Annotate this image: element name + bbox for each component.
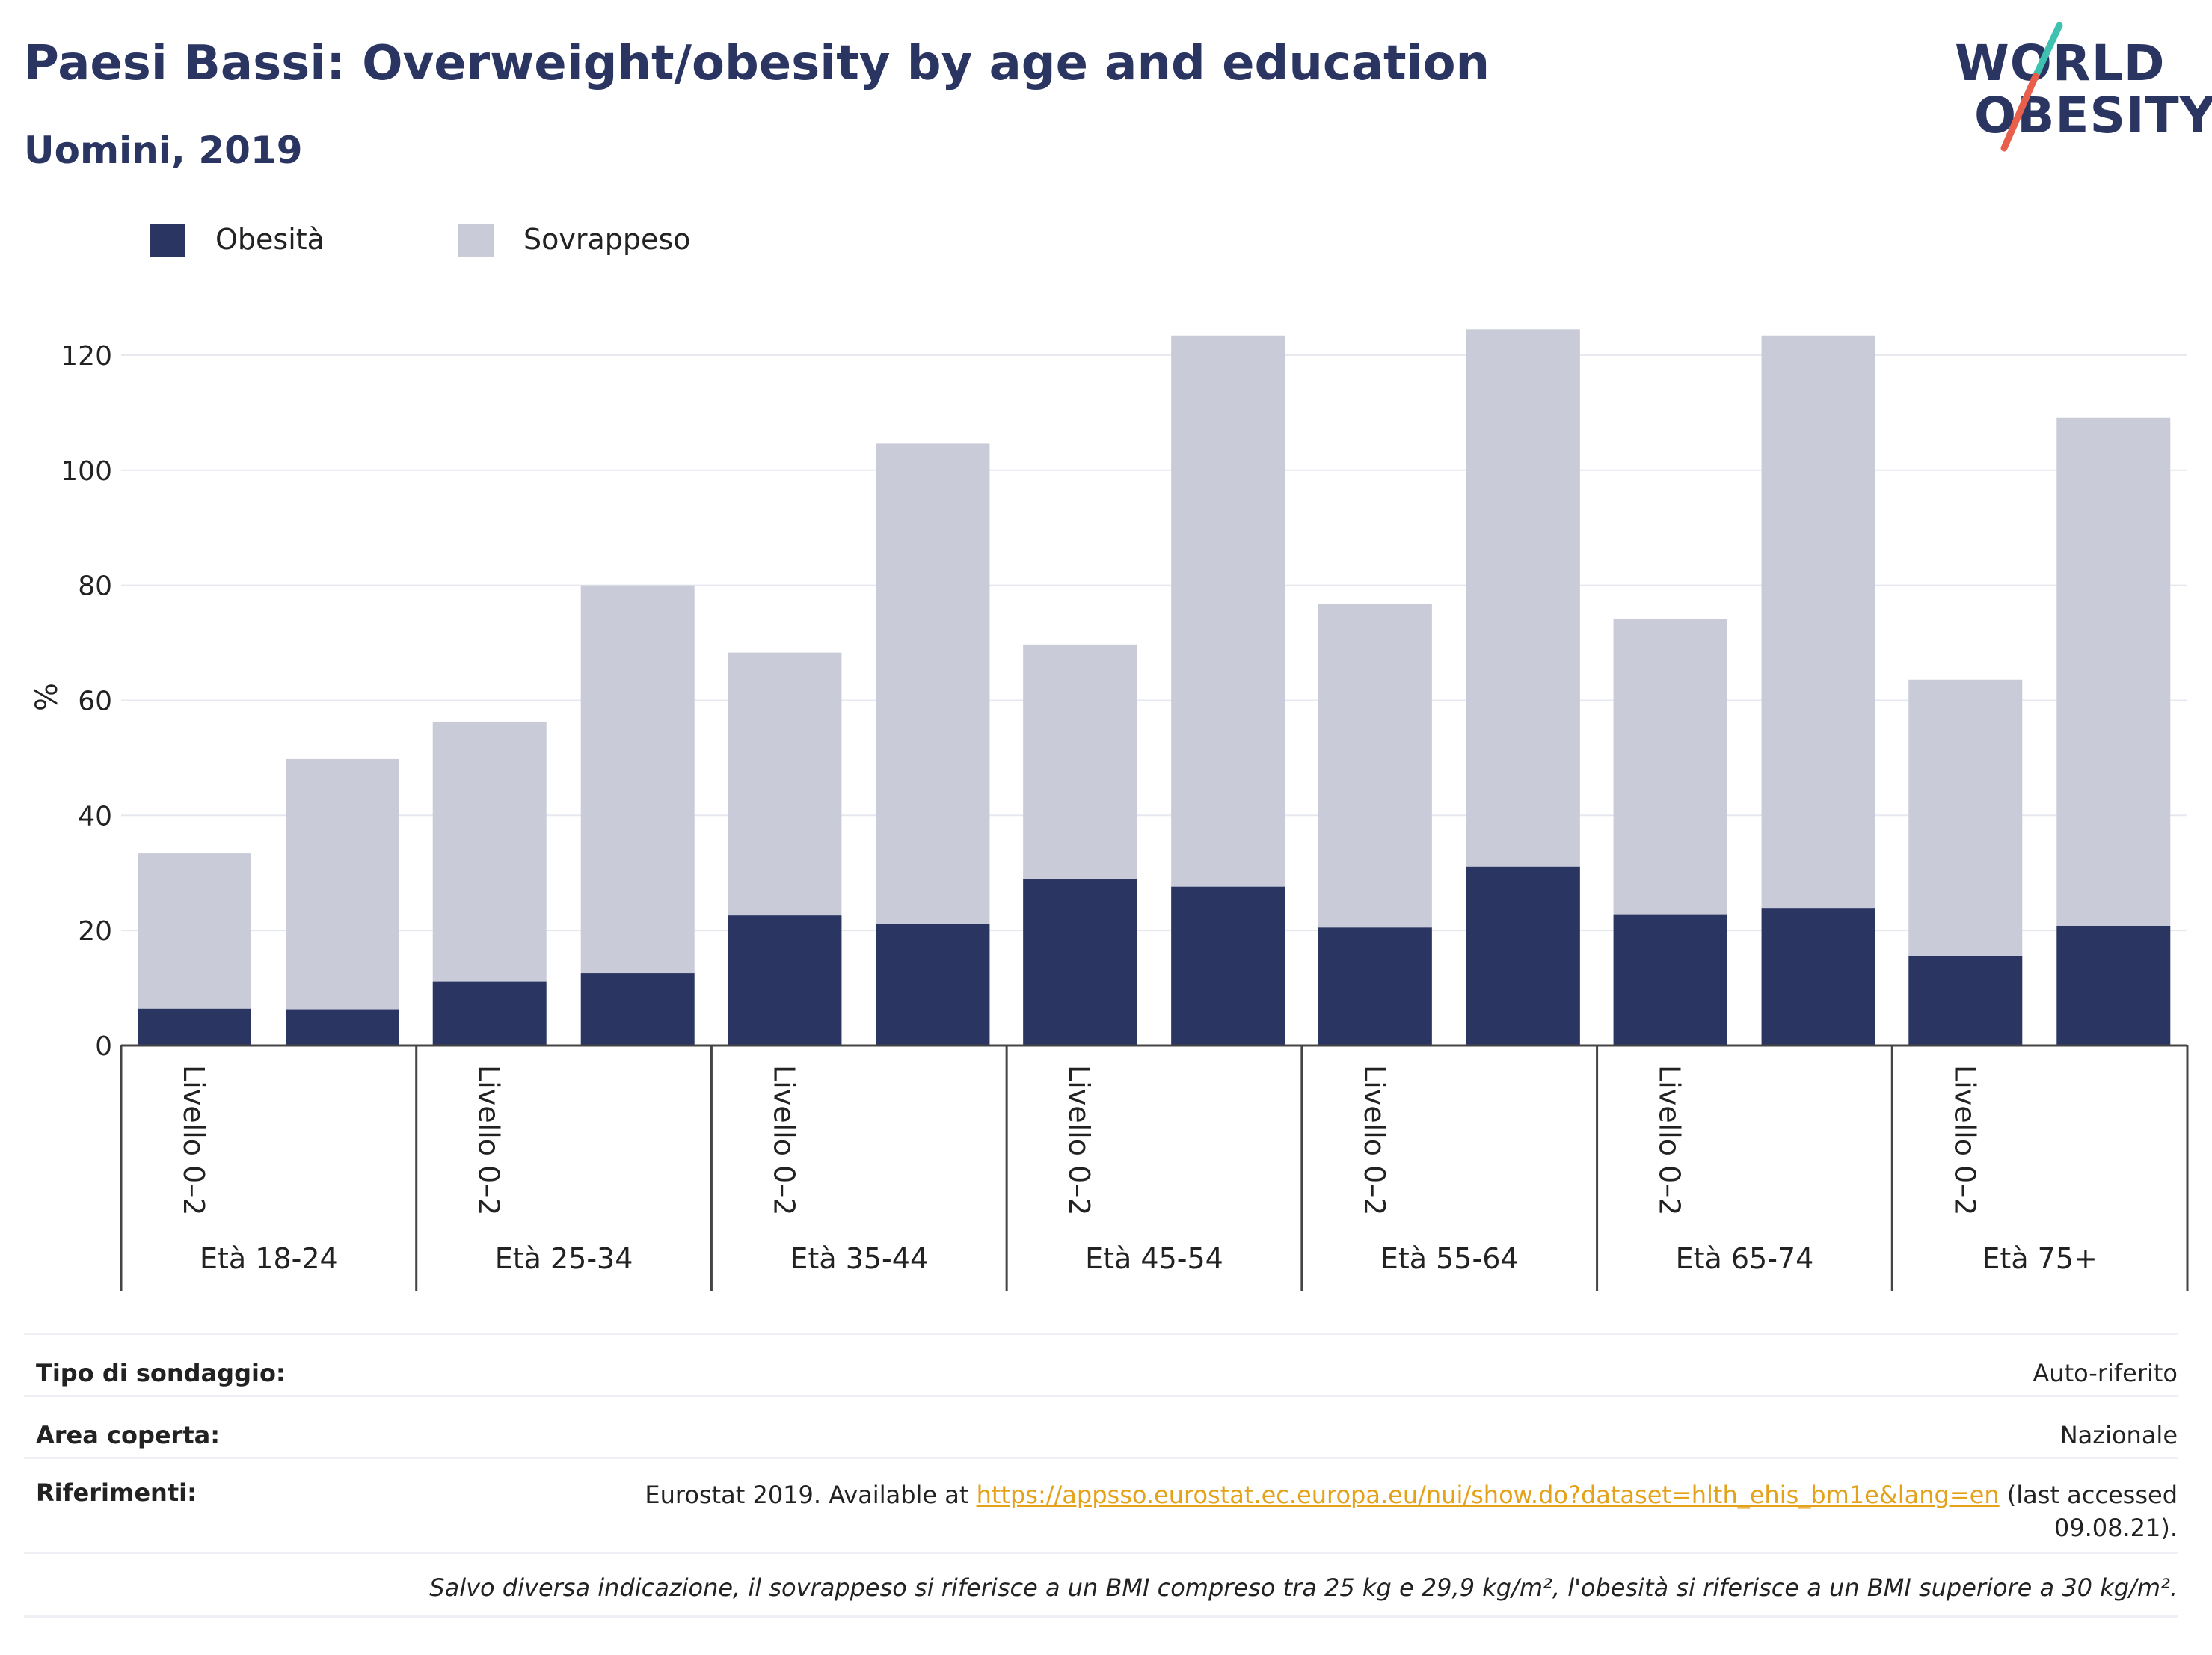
bar-obesita — [1171, 886, 1285, 1045]
bar-label: Livello 0–2 — [473, 1065, 506, 1215]
bar-obesita — [580, 973, 695, 1045]
y-tick-label: 20 — [78, 916, 112, 947]
bar-obesita — [1318, 927, 1432, 1045]
info-row-references: Riferimenti: Eurostat 2019. Available at… — [24, 1457, 2178, 1552]
definition-note: Salvo diversa indicazione, il sovrappeso… — [429, 1573, 2178, 1602]
bar-obesita — [1761, 908, 1875, 1045]
bar-label: Livello 0–2 — [1358, 1065, 1391, 1215]
info-label-survey-type: Tipo di sondaggio: — [36, 1359, 286, 1387]
bar-sovrappeso — [1171, 335, 1285, 887]
legend-label-sovrappeso: Sovrappeso — [523, 223, 691, 256]
y-tick-label: 60 — [78, 686, 112, 716]
info-label-area: Area coperta: — [36, 1421, 221, 1449]
bar-label: Livello 0–2 — [1653, 1065, 1686, 1215]
reference-link[interactable]: https://appsso.eurostat.ec.europa.eu/nui… — [976, 1481, 2000, 1509]
bar-sovrappeso — [286, 758, 399, 1010]
info-value-references: Eurostat 2019. Available at https://apps… — [645, 1479, 2178, 1544]
bar-obesita — [138, 1008, 251, 1045]
bar-sovrappeso — [1466, 329, 1580, 867]
x-group-label: Età 55-64 — [1380, 1242, 1519, 1275]
bar-label: Livello 0–2 — [1948, 1065, 1981, 1215]
bar-obesita — [876, 924, 990, 1045]
y-tick-label: 40 — [78, 801, 112, 832]
info-table: Tipo di sondaggio: Auto-riferito Area co… — [24, 1333, 2178, 1618]
bar-sovrappeso — [1023, 644, 1137, 879]
bar-sovrappeso — [432, 721, 547, 982]
reference-prefix: Eurostat 2019. Available at — [645, 1481, 977, 1509]
bar-obesita — [1023, 879, 1137, 1045]
bar-obesita — [1466, 866, 1580, 1045]
bar-obesita — [432, 981, 547, 1045]
chart-title: Paesi Bassi: Overweight/obesity by age a… — [24, 36, 1490, 91]
bar-obesita — [1908, 956, 2023, 1045]
chart-subtitle: Uomini, 2019 — [24, 129, 303, 172]
y-tick-label: 100 — [61, 456, 112, 487]
bar-label: Livello 0–2 — [177, 1065, 210, 1215]
logo-line-2: OBESITY — [1974, 87, 2212, 144]
bar-sovrappeso — [1908, 679, 2023, 956]
info-row-area: Area coperta: Nazionale — [24, 1395, 2178, 1457]
bar-sovrappeso — [876, 443, 990, 924]
bar-sovrappeso — [728, 652, 842, 916]
logo-line-1: WORLD — [1955, 34, 2166, 92]
legend-swatch-sovrappeso — [458, 224, 494, 257]
bar-label: Livello 0–2 — [767, 1065, 800, 1215]
y-tick-label: 80 — [78, 571, 112, 602]
x-group-label: Età 75+ — [1982, 1242, 2097, 1275]
bar-sovrappeso — [1761, 335, 1875, 909]
bar-obesita — [286, 1009, 399, 1045]
reference-suffix-2: 09.08.21). — [2053, 1514, 2178, 1542]
info-value-area: Nazionale — [2059, 1421, 2178, 1449]
x-group-label: Età 25-34 — [495, 1242, 633, 1275]
stacked-bar-chart: 0 20 40 60 80 100 120% Livello 0–2 Livello 0–2 Li… — [30, 329, 2189, 1291]
bar-sovrappeso — [580, 585, 695, 974]
x-group-label: Età 35-44 — [790, 1242, 928, 1275]
info-row-note: Salvo diversa indicazione, il sovrappeso… — [24, 1552, 2178, 1618]
y-tick-label: 0 — [95, 1031, 112, 1062]
info-row-survey-type: Tipo di sondaggio: Auto-riferito — [24, 1333, 2178, 1395]
info-value-survey-type: Auto-riferito — [2033, 1359, 2178, 1387]
y-tick-label: 120 — [61, 341, 112, 372]
legend-swatch-obesita — [150, 224, 185, 257]
bar-label: Livello 0–2 — [1063, 1065, 1096, 1215]
y-axis-label: % — [30, 683, 64, 711]
x-group-label: Età 18-24 — [200, 1242, 338, 1275]
info-label-references: Riferimenti: — [36, 1479, 197, 1507]
bar-sovrappeso — [138, 853, 251, 1009]
bar-sovrappeso — [1318, 604, 1432, 928]
x-group-label: Età 65-74 — [1676, 1242, 1814, 1275]
logo-slash-icon — [2000, 22, 2063, 152]
bar-obesita — [1613, 914, 1727, 1045]
x-group-label: Età 45-54 — [1085, 1242, 1223, 1275]
bar-sovrappeso — [1613, 619, 1727, 915]
legend-label-obesita: Obesità — [215, 223, 325, 256]
bar-obesita — [2056, 926, 2171, 1045]
reference-suffix: (last accessed — [1999, 1481, 2178, 1509]
world-obesity-logo: WORLD OBESITY — [1952, 22, 2212, 157]
bar-sovrappeso — [2056, 417, 2171, 926]
bar-obesita — [728, 915, 842, 1045]
